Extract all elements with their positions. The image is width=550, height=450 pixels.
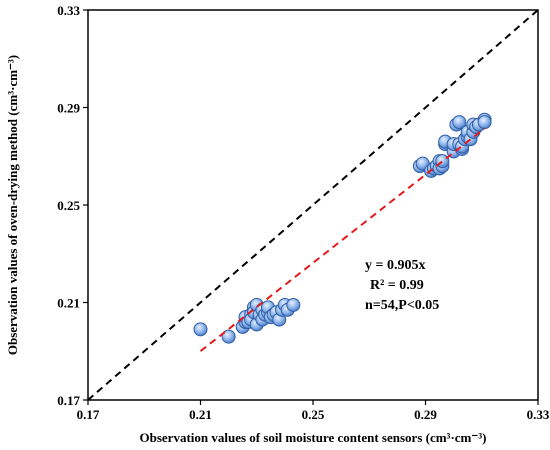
fit-line xyxy=(199,127,486,352)
x-axis: 0.17 0.21 0.25 0.29 0.33 xyxy=(77,400,550,422)
data-point xyxy=(477,115,492,130)
x-tick-label: 0.33 xyxy=(527,407,550,422)
data-point xyxy=(452,115,467,130)
plot-area xyxy=(88,10,538,400)
x-tick-label: 0.29 xyxy=(414,407,437,422)
x-tick-label: 0.21 xyxy=(189,407,212,422)
x-tick-label: 0.17 xyxy=(77,407,100,422)
y-tick-label: 0.21 xyxy=(57,296,80,311)
one-to-one-line xyxy=(88,10,538,400)
y-tick-label: 0.33 xyxy=(57,3,80,18)
data-point xyxy=(286,297,301,312)
y-tick-label: 0.25 xyxy=(57,198,80,213)
y-tick-label: 0.17 xyxy=(57,393,80,408)
equation-label: y = 0.905x xyxy=(365,258,425,273)
data-point xyxy=(221,329,236,344)
y-tick-label: 0.29 xyxy=(57,101,80,116)
data-point xyxy=(193,322,208,337)
y-axis-title: Observation values of oven-drying method… xyxy=(5,55,20,355)
x-tick-label: 0.25 xyxy=(302,407,325,422)
x-axis-title: Observation values of soil moisture cont… xyxy=(140,430,487,445)
sample-stat-label: n=54,P<0.05 xyxy=(365,298,439,313)
r-squared-label: R² = 0.99 xyxy=(370,278,424,293)
regression-annotations: y = 0.905x R² = 0.99 n=54,P<0.05 xyxy=(365,258,439,313)
y-axis: 0.17 0.21 0.25 0.29 0.33 xyxy=(57,3,88,408)
